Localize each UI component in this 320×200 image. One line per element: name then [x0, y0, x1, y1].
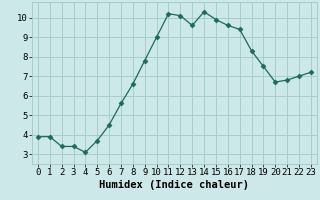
X-axis label: Humidex (Indice chaleur): Humidex (Indice chaleur): [100, 180, 249, 190]
